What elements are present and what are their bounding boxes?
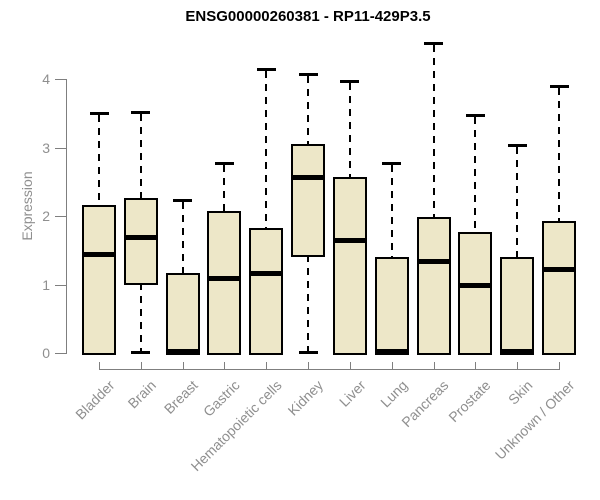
x-tick	[224, 362, 226, 369]
x-tick	[349, 362, 351, 369]
x-category-label-unknown-other: Unknown / Other	[491, 377, 578, 463]
box-gastric	[207, 210, 242, 355]
median-line-hematopoietic-cells	[250, 270, 283, 276]
upper-whisker-cap-hematopoietic-cells	[256, 67, 276, 71]
x-tick	[433, 362, 435, 369]
box-prostate	[458, 232, 493, 355]
median-line-unknown-other	[543, 266, 575, 272]
y-tick	[55, 284, 66, 286]
upper-whisker-skin	[516, 146, 519, 258]
upper-whisker-cap-breast	[173, 199, 193, 203]
box-lung	[374, 257, 409, 355]
upper-whisker-lung	[390, 165, 393, 258]
lower-whisker-cap-kidney	[298, 351, 318, 354]
y-axis-label: Expression	[19, 171, 35, 241]
upper-whisker-breast	[181, 202, 184, 273]
upper-whisker-cap-unknown-other	[549, 84, 569, 88]
upper-whisker-cap-gastric	[214, 162, 234, 166]
median-line-gastric	[208, 275, 241, 281]
y-tick-label: 2	[42, 208, 50, 224]
upper-whisker-cap-prostate	[465, 114, 485, 118]
x-tick	[308, 362, 310, 369]
median-line-prostate	[459, 282, 492, 288]
y-tick-label: 1	[42, 276, 50, 293]
box-skin	[500, 257, 535, 355]
x-tick	[517, 362, 519, 369]
box-unknown-other	[542, 220, 576, 355]
median-line-brain	[124, 235, 157, 241]
x-tick	[266, 362, 268, 369]
upper-whisker-kidney	[307, 75, 310, 145]
x-category-label-liver: Liver	[335, 377, 369, 410]
x-tick	[559, 362, 560, 369]
x-category-label-prostate: Prostate	[445, 377, 494, 426]
upper-whisker-liver	[348, 83, 351, 177]
median-line-liver	[333, 237, 366, 243]
median-line-skin	[501, 348, 534, 354]
lower-whisker-brain	[139, 283, 142, 353]
chart-title: ENSG00000260381 - RP11-429P3.5	[185, 8, 431, 25]
x-category-label-skin: Skin	[504, 377, 536, 408]
x-tick	[140, 362, 142, 369]
box-brain	[123, 197, 158, 286]
y-axis-line	[66, 79, 67, 354]
upper-whisker-cap-lung	[382, 162, 402, 166]
x-tick	[99, 362, 100, 369]
median-line-breast	[166, 348, 199, 354]
x-category-label-breast: Breast	[161, 377, 201, 417]
median-line-kidney	[292, 174, 325, 180]
x-category-label-bladder: Bladder	[71, 377, 118, 423]
lower-whisker-cap-brain	[131, 351, 151, 354]
upper-whisker-cap-skin	[507, 143, 527, 147]
upper-whisker-bladder	[98, 115, 100, 206]
upper-whisker-prostate	[474, 117, 477, 233]
box-breast	[165, 272, 200, 355]
upper-whisker-gastric	[223, 165, 226, 211]
upper-whisker-hematopoietic-cells	[265, 70, 268, 228]
x-axis-line	[99, 369, 560, 370]
x-category-label-kidney: Kidney	[284, 377, 327, 419]
upper-whisker-unknown-other	[558, 87, 560, 221]
x-tick	[182, 362, 184, 369]
upper-whisker-brain	[139, 113, 142, 198]
x-category-label-brain: Brain	[124, 377, 160, 412]
upper-whisker-cap-kidney	[298, 72, 318, 76]
y-tick	[55, 216, 66, 217]
box-pancreas	[416, 216, 451, 355]
box-bladder	[82, 205, 116, 355]
x-tick	[475, 362, 477, 369]
median-line-pancreas	[417, 258, 450, 264]
box-liver	[332, 176, 367, 355]
y-tick-label: 3	[42, 139, 50, 156]
upper-whisker-cap-brain	[131, 110, 151, 114]
upper-whisker-pancreas	[432, 45, 435, 217]
y-tick-label: 4	[42, 71, 50, 87]
lower-whisker-kidney	[307, 255, 310, 353]
box-kidney	[291, 144, 326, 258]
x-category-label-lung: Lung	[376, 377, 411, 411]
median-line-lung	[375, 348, 408, 354]
y-tick	[55, 147, 66, 149]
box-hematopoietic-cells	[249, 227, 284, 355]
upper-whisker-cap-liver	[340, 80, 360, 84]
median-line-bladder	[83, 251, 115, 257]
x-tick	[391, 362, 393, 369]
y-tick	[55, 353, 66, 354]
y-tick	[55, 79, 66, 80]
upper-whisker-cap-pancreas	[424, 42, 444, 46]
y-tick-label: 0	[42, 345, 50, 361]
upper-whisker-cap-bladder	[89, 112, 109, 116]
